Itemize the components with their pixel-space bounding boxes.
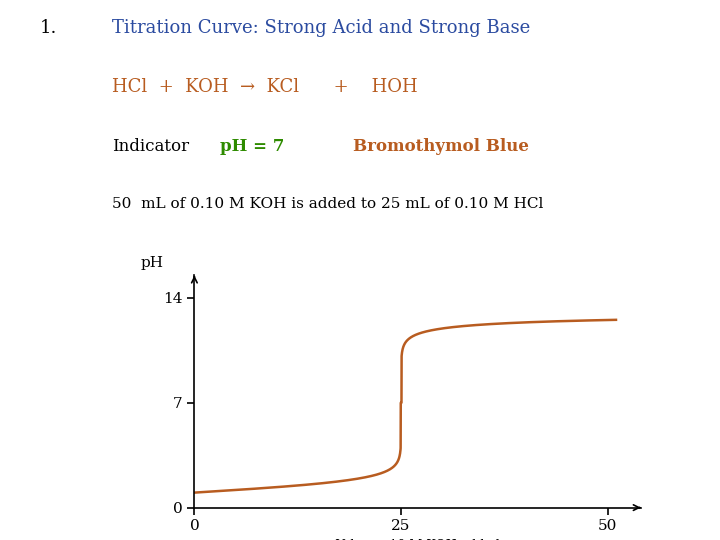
X-axis label: Volume .10 M KOH added: Volume .10 M KOH added	[335, 539, 500, 540]
Text: pH: pH	[140, 256, 163, 270]
Text: pH = 7: pH = 7	[220, 138, 284, 154]
Text: 50  mL of 0.10 M KOH is added to 25 mL of 0.10 M HCl: 50 mL of 0.10 M KOH is added to 25 mL of…	[112, 197, 543, 211]
Text: Bromothymol Blue: Bromothymol Blue	[353, 138, 528, 154]
Text: 1.: 1.	[40, 19, 57, 37]
Text: Indicator: Indicator	[112, 138, 189, 154]
Text: Titration Curve: Strong Acid and Strong Base: Titration Curve: Strong Acid and Strong …	[112, 19, 530, 37]
Text: HCl  +  KOH  →  KCl      +    HOH: HCl + KOH → KCl + HOH	[112, 78, 417, 96]
